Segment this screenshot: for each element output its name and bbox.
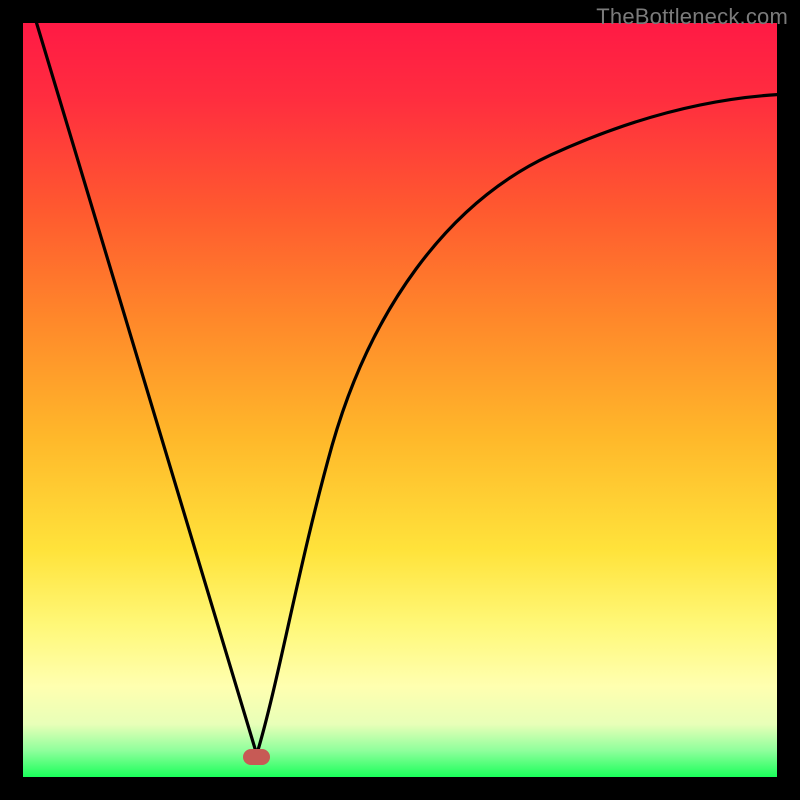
plot-area [23, 23, 777, 777]
bottleneck-curve [23, 23, 777, 777]
optimal-point-marker [243, 749, 270, 765]
watermark-label: TheBottleneck.com [596, 4, 788, 30]
curve-path [37, 23, 777, 754]
chart-root: TheBottleneck.com [0, 0, 800, 800]
